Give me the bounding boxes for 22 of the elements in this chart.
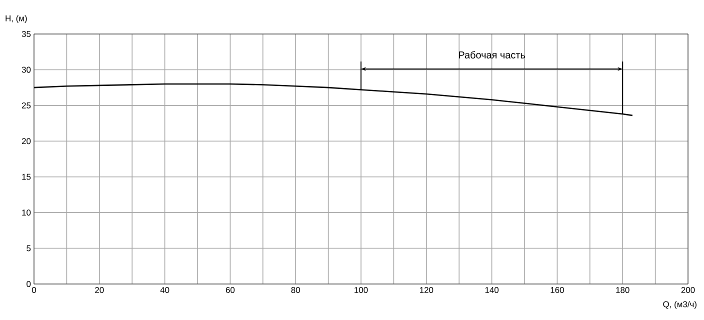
- x-tick-label: 80: [291, 287, 300, 294]
- x-tick-label: 140: [485, 287, 499, 294]
- y-tick-label: 0: [26, 281, 31, 287]
- x-tick-label: 200: [681, 287, 695, 294]
- y-tick-label: 5: [26, 245, 31, 252]
- annotation: Рабочая часть: [459, 51, 526, 58]
- y-tick-label: 25: [22, 102, 31, 108]
- y-tick-label: 10: [22, 210, 31, 216]
- x-tick-label: 60: [226, 287, 235, 294]
- x-tick-label: 20: [95, 287, 104, 294]
- y-tick-label: 20: [22, 138, 31, 144]
- x-tick-label: 180: [616, 287, 630, 294]
- x-tick-label: 100: [354, 287, 368, 294]
- y-tick-label: 15: [22, 174, 31, 180]
- x-tick-label: 0: [32, 287, 36, 294]
- x-tick-label: 160: [550, 287, 564, 294]
- x-tick-label: 120: [420, 287, 434, 294]
- y-axis-title: H, (м): [6, 15, 27, 23]
- x-axis-title: Q, (м3/ч): [663, 301, 696, 309]
- y-tick-label: 30: [22, 66, 31, 73]
- y-tick-label: 35: [22, 31, 31, 37]
- x-tick-label: 40: [160, 287, 170, 294]
